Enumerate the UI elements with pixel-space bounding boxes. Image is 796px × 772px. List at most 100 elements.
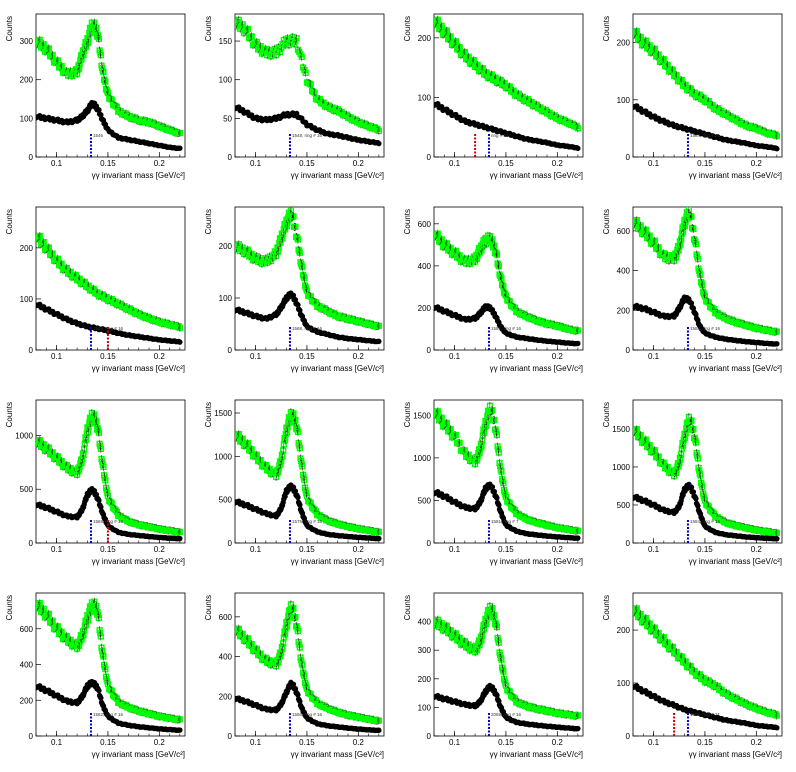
histogram-svg: 0.1 0.15 0.2 0 100 200 γγ invariant mass [GeV/… [602, 13, 783, 180]
x-tick-label: 0.1 [648, 545, 660, 554]
histogram-panel: 0.1 0.15 0.2 0 100 200 γγ invariant mass [GeV/… [597, 0, 796, 193]
x-axis-title: γγ invariant mass [GeV/c²] [490, 171, 583, 180]
run-annotation: 1584, ring # 21 [690, 133, 721, 138]
y-tick-label: 100 [617, 96, 631, 105]
x-tick-label: 0.2 [552, 159, 564, 168]
x-tick-label: 0.1 [250, 545, 262, 554]
plot-area [434, 401, 581, 543]
black-data-point [96, 497, 102, 504]
y-tick-label: 1000 [413, 454, 431, 463]
y-axis-title: Counts [602, 402, 611, 427]
black-data-point [295, 302, 301, 308]
histogram-svg: 0.1 0.15 0.2 0 500 1000 1500 γγ invariant mass … [204, 399, 385, 566]
x-axis-title: γγ invariant mass [GeV/c²] [291, 364, 384, 373]
x-tick-label: 0.2 [751, 159, 763, 168]
x-tick-label: 0.2 [353, 352, 365, 361]
x-tick-label: 0.1 [648, 159, 660, 168]
histogram-panel: 0.1 0.15 0.2 0 200 400 600 γγ invariant mass [G… [597, 193, 796, 386]
x-tick-label: 0.1 [250, 159, 262, 168]
x-tick-label: 0.1 [449, 545, 461, 554]
plot-frame [35, 13, 186, 158]
y-tick-label: 500 [617, 501, 631, 510]
y-axis-title: Counts [204, 402, 213, 427]
x-tick-label: 0.15 [498, 545, 514, 554]
y-axis-title: Counts [403, 209, 412, 234]
x-tick-label: 0.2 [552, 352, 564, 361]
x-tick-label: 0.2 [552, 545, 564, 554]
black-data-point [575, 145, 581, 152]
y-tick-label: 100 [219, 76, 233, 85]
x-tick-label: 0.1 [449, 159, 461, 168]
black-data-point [292, 296, 299, 303]
plot-area [235, 408, 382, 543]
y-tick-label: 1500 [612, 425, 630, 434]
x-tick-label: 0.15 [697, 545, 713, 554]
black-data-point [688, 300, 695, 306]
black-data-point [575, 535, 581, 541]
y-tick-label: 600 [418, 220, 432, 229]
x-tick-label: 0.15 [299, 352, 315, 361]
y-tick-label: 400 [617, 267, 631, 276]
y-axis-title: Counts [5, 402, 14, 427]
plot-area [633, 207, 780, 350]
y-tick-label: 200 [20, 76, 34, 85]
plot-area [235, 15, 382, 157]
run-annotation: 1568, ring # 16 [292, 326, 323, 331]
plot-frame [433, 13, 584, 158]
plot-area [434, 15, 581, 157]
y-tick-label: 0 [626, 346, 631, 355]
plot-frame [632, 206, 783, 351]
histogram-panel: 0.1 0.15 0.2 0 100 200 γγ invariant mass [GeV/… [0, 193, 199, 386]
histogram-svg: 0.1 0.15 0.2 0 500 1000 γγ invariant mass [GeV… [5, 399, 186, 566]
histogram-panel: 0.1 0.15 0.2 0 100 200 300 γγ invariant mass [G… [0, 0, 199, 193]
y-tick-label: 0 [626, 539, 631, 548]
plot-area [434, 229, 581, 350]
y-axis-title: Counts [602, 16, 611, 41]
black-data-point [177, 145, 183, 151]
y-tick-label: 200 [219, 242, 233, 251]
black-data-point [297, 502, 303, 508]
y-tick-label: 1500 [214, 409, 232, 418]
plot-frame [632, 13, 783, 158]
black-data-point [494, 495, 500, 501]
x-tick-label: 0.15 [100, 352, 116, 361]
x-tick-label: 0.2 [154, 352, 166, 361]
y-tick-label: 1500 [413, 411, 431, 420]
y-tick-label: 50 [223, 114, 232, 123]
x-tick-label: 0.15 [697, 159, 713, 168]
run-annotation: 1548, ring # 16 [292, 133, 323, 138]
black-data-point [376, 140, 382, 147]
histogram-panel: 0.1 0.15 0.2 0 100 200 γγ invariant mass [GeV/… [398, 0, 597, 193]
run-annotation: 1581, ring # 7 [491, 519, 519, 524]
x-tick-label: 0.2 [154, 545, 166, 554]
y-tick-label: 300 [20, 37, 34, 46]
x-axis-title: γγ invariant mass [GeV/c²] [291, 557, 384, 566]
black-data-point [177, 339, 183, 345]
run-annotation: 1569, ring # 16 [93, 326, 124, 331]
histogram-svg: 0.1 0.15 0.2 0 200 400 600 γγ invariant mass [G… [602, 206, 783, 373]
x-tick-label: 0.1 [648, 352, 660, 361]
y-tick-label: 100 [20, 295, 34, 304]
histogram-svg: 0.1 0.15 0.2 0 500 1000 1500 γγ invariant mass … [602, 399, 783, 566]
plot-frame [433, 399, 584, 544]
run-annotation: ring # 21 [491, 133, 509, 138]
y-tick-label: 200 [617, 39, 631, 48]
run-annotation: 1569, ring # 16 [93, 519, 124, 524]
black-data-point [295, 494, 301, 501]
x-axis-title: γγ invariant mass [GeV/c²] [92, 557, 185, 566]
x-axis-title: γγ invariant mass [GeV/c²] [689, 557, 782, 566]
x-axis-title: γγ invariant mass [GeV/c²] [92, 364, 185, 373]
histogram-svg: 0.1 0.15 0.2 0 100 200 300 γγ invariant mass [G… [5, 13, 186, 180]
y-tick-label: 0 [29, 153, 34, 162]
y-tick-label: 100 [418, 93, 432, 102]
plot-area [36, 231, 183, 350]
x-axis-title: γγ invariant mass [GeV/c²] [490, 364, 583, 373]
x-axis-title: γγ invariant mass [GeV/c²] [490, 557, 583, 566]
y-axis-title: Counts [5, 209, 14, 234]
black-data-point [496, 502, 502, 508]
x-tick-label: 0.15 [299, 545, 315, 554]
plot-frame [632, 399, 783, 544]
x-tick-label: 0.15 [100, 159, 116, 168]
y-tick-label: 0 [228, 539, 233, 548]
y-tick-label: 0 [228, 153, 233, 162]
